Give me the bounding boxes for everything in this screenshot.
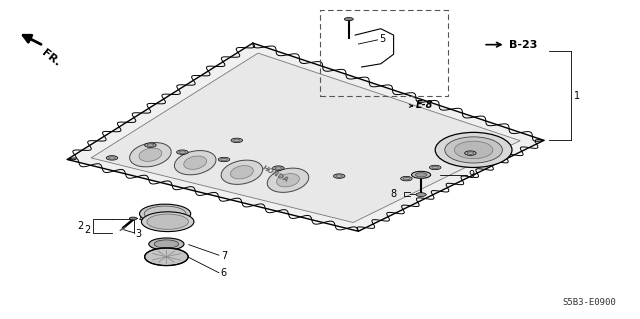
Ellipse shape (401, 176, 412, 181)
Ellipse shape (268, 168, 308, 192)
Ellipse shape (139, 148, 162, 161)
Ellipse shape (445, 137, 502, 163)
Ellipse shape (184, 156, 207, 169)
Ellipse shape (429, 165, 441, 170)
Text: 7: 7 (221, 251, 227, 261)
Polygon shape (91, 53, 520, 223)
Ellipse shape (218, 157, 230, 162)
Ellipse shape (412, 171, 431, 178)
Ellipse shape (149, 238, 184, 250)
Ellipse shape (177, 150, 188, 154)
Ellipse shape (344, 18, 353, 21)
Text: E-8: E-8 (416, 100, 433, 110)
Text: 4: 4 (139, 214, 145, 224)
Text: 1: 1 (574, 91, 580, 101)
Text: B-23: B-23 (509, 40, 537, 50)
Text: FR.: FR. (40, 48, 62, 68)
Text: 6: 6 (221, 268, 227, 278)
Ellipse shape (129, 217, 137, 220)
Text: 2: 2 (84, 225, 91, 235)
Ellipse shape (147, 214, 189, 229)
Text: HONDA: HONDA (261, 164, 289, 183)
Ellipse shape (130, 143, 171, 167)
Ellipse shape (416, 193, 426, 197)
Text: 3: 3 (136, 228, 142, 239)
Polygon shape (67, 43, 544, 231)
Text: S5B3-E0900: S5B3-E0900 (562, 298, 616, 307)
Ellipse shape (145, 248, 188, 265)
Text: 5: 5 (380, 34, 386, 44)
Ellipse shape (154, 240, 179, 248)
Ellipse shape (231, 138, 243, 143)
Ellipse shape (454, 141, 493, 159)
Ellipse shape (415, 173, 427, 177)
Text: 2: 2 (77, 220, 83, 231)
Ellipse shape (140, 204, 191, 223)
Text: 9: 9 (468, 170, 475, 180)
Ellipse shape (221, 160, 262, 184)
Ellipse shape (106, 156, 118, 160)
Ellipse shape (435, 132, 512, 167)
Ellipse shape (276, 174, 300, 187)
Ellipse shape (230, 166, 253, 179)
Ellipse shape (273, 166, 284, 170)
Ellipse shape (141, 212, 194, 232)
Ellipse shape (145, 143, 156, 147)
Ellipse shape (333, 174, 345, 178)
Ellipse shape (465, 151, 476, 155)
Text: 8: 8 (390, 189, 397, 199)
Ellipse shape (175, 151, 216, 175)
